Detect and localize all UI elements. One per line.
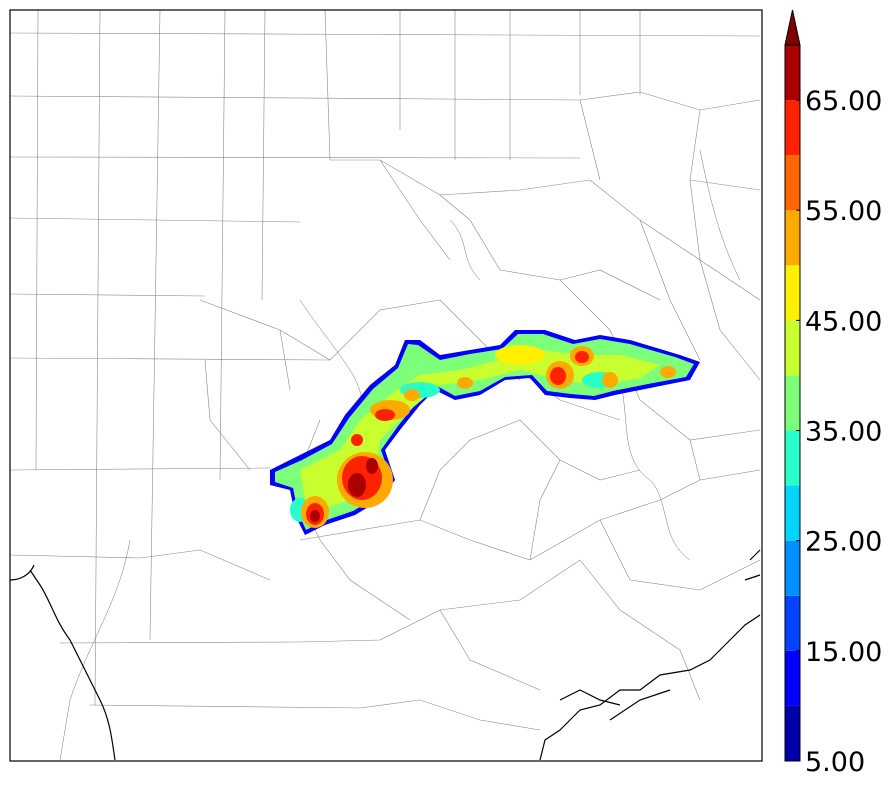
colorbar-frame xyxy=(784,44,801,762)
colorbar-tick-label: 55.00 xyxy=(805,196,882,227)
colorbar-tick-label: 15.00 xyxy=(805,637,882,668)
colorbar-bin-9 xyxy=(785,210,800,266)
colorbar-bin-7 xyxy=(785,320,800,376)
colorbar-bin-3 xyxy=(785,540,800,596)
colorbar-bin-0 xyxy=(785,705,800,761)
colorbar-extend-arrow xyxy=(784,9,801,46)
map-area xyxy=(10,10,762,761)
colorbar: 5.00 15.00 25.00 35.00 45.00 55.00 65.00 xyxy=(784,9,882,778)
colorbar-bin-12 xyxy=(785,45,800,101)
colorbar-tick-label: 5.00 xyxy=(805,747,865,778)
colorbar-tick-label: 35.00 xyxy=(805,417,882,448)
coastline xyxy=(10,549,761,761)
colorbar-bin-2 xyxy=(785,595,800,651)
colorbar-bin-1 xyxy=(785,650,800,706)
colorbar-tick-label: 45.00 xyxy=(805,306,882,337)
colorbar-bin-10 xyxy=(785,155,800,211)
colorbar-bin-11 xyxy=(785,100,800,156)
colorbar-bin-5 xyxy=(785,430,800,486)
colorbar-bin-6 xyxy=(785,375,800,431)
colorbar-tick-label: 25.00 xyxy=(805,527,882,558)
colorbar-bin-8 xyxy=(785,265,800,321)
colorbar-bin-4 xyxy=(785,485,800,541)
precip-swath xyxy=(270,330,700,535)
map-border xyxy=(9,9,763,762)
colorbar-tick-label: 65.00 xyxy=(805,86,882,117)
